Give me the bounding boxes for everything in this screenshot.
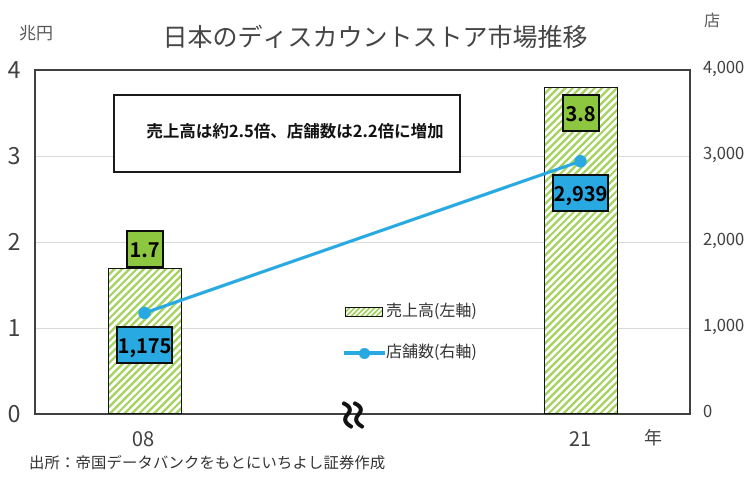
- x-tick-label: 21: [568, 422, 592, 452]
- gridline: [36, 328, 689, 329]
- chart-title: 日本のディスカウントストア市場推移: [162, 18, 588, 54]
- left-tick-label: 2: [7, 222, 21, 257]
- right-tick-label: 0: [703, 398, 713, 422]
- annotation-box: 売上高は約2.5倍、店舗数は2.2倍に増加: [113, 94, 461, 173]
- left-axis-unit-label: 兆円: [19, 19, 53, 44]
- left-tick-label: 3: [7, 136, 21, 171]
- legend-label-stores: 店舗数(右軸): [386, 338, 477, 362]
- left-tick-label: 0: [7, 394, 21, 429]
- right-tick-label: 1,000: [703, 312, 745, 336]
- source-note: 出所：帝国データバンクをもとにいちよし証券作成: [29, 451, 386, 473]
- right-axis-unit-label: 店: [704, 7, 721, 31]
- right-tick-label: 4,000: [703, 54, 745, 78]
- sales-hatched-swatch-icon: [345, 306, 383, 317]
- left-tick-label: 1: [7, 308, 21, 343]
- stores-marker-swatch-icon: [359, 347, 370, 359]
- legend-label-sales: 売上高(左軸): [386, 296, 477, 321]
- annotation-text: 売上高は約2.5倍、店舗数は2.2倍に増加: [146, 118, 444, 143]
- x-axis-unit-label: 年: [644, 424, 662, 450]
- sales-bar: [543, 87, 618, 414]
- sales-value-label: 1.7: [125, 229, 164, 268]
- left-tick-label: 4: [7, 50, 21, 85]
- right-tick-label: 3,000: [703, 140, 745, 164]
- store-count-value-label: 1,175: [116, 325, 173, 364]
- sales-value-label: 3.8: [561, 94, 600, 133]
- x-tick-label: 08: [131, 422, 155, 452]
- store-count-value-label: 2,939: [552, 174, 609, 213]
- right-tick-label: 2,000: [703, 226, 745, 250]
